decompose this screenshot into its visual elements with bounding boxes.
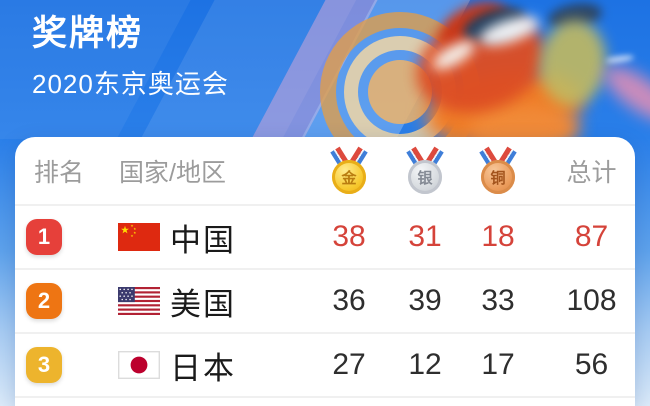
table-row-usa[interactable]: 2 [15,270,635,334]
col-header-country: 国家/地区 [119,158,226,187]
hero-paint-art [605,54,635,64]
country-name: 美国 [170,286,236,322]
gold-medal-icon: 金 [327,146,371,194]
bronze-medal-icon: 铜 [476,146,520,194]
page-title: 奖牌榜 [32,14,144,53]
rank-badge: 1 [26,219,62,255]
page-subtitle: 2020东京奥运会 [32,68,229,99]
silver-count: 39 [408,284,442,317]
table-row-japan[interactable]: 3 日本 27 12 17 56 [15,334,635,398]
medal-table-card: 排名 国家/地区 金 银 铜 总计 [15,137,635,406]
col-header-total: 总计 [566,158,617,187]
bronze-count: 33 [481,284,515,317]
silver-medal-icon: 银 [403,146,447,194]
bronze-count: 17 [481,348,515,381]
total-count: 56 [574,348,609,381]
gold-medal-label: 金 [332,160,366,194]
flag-usa-icon [118,287,160,315]
rank-badge: 2 [26,283,62,319]
silver-count: 31 [408,220,442,253]
total-count: 108 [566,284,617,317]
silver-count: 12 [408,348,442,381]
gold-count: 27 [332,348,366,381]
total-count: 87 [574,220,609,253]
gold-count: 38 [332,220,366,253]
bronze-medal-label: 铜 [481,160,515,194]
table-row-china[interactable]: 1 中国 38 31 18 87 [15,206,635,270]
gold-count: 36 [332,284,366,317]
flag-japan-icon [118,351,160,379]
flag-china-icon [118,223,160,251]
bronze-count: 18 [481,220,515,253]
hero-paint-art [468,106,580,139]
silver-medal-label: 银 [408,160,442,194]
rank-badge: 3 [26,347,62,383]
country-name: 日本 [170,350,236,386]
table-header-row: 排名 国家/地区 金 银 铜 总计 [15,137,635,206]
hero-banner: 奖牌榜 2020东京奥运会 [0,0,650,139]
country-name: 中国 [170,222,236,258]
col-header-rank: 排名 [34,158,85,187]
